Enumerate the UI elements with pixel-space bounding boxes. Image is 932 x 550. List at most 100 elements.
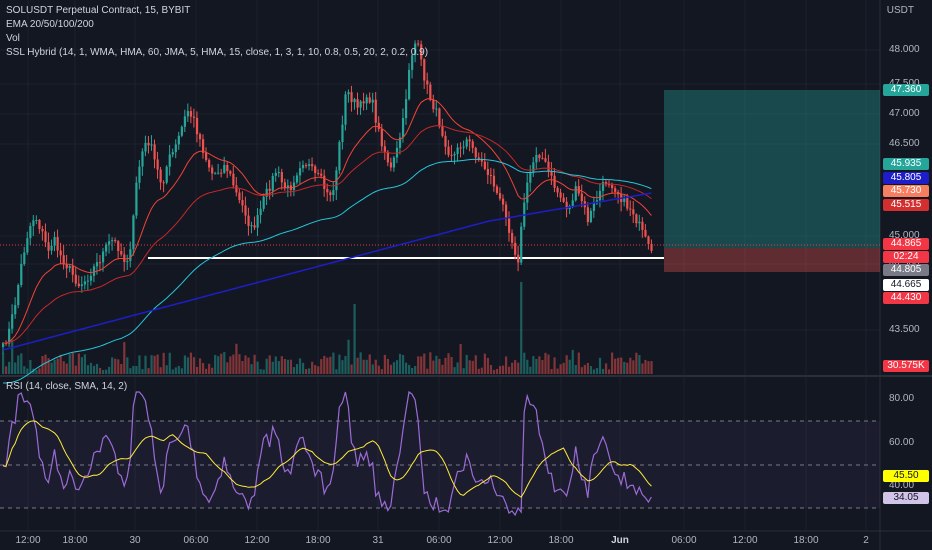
volume-bar xyxy=(535,358,538,374)
candle-body xyxy=(526,182,529,203)
volume-bar xyxy=(374,359,377,374)
rsi-legend[interactable]: RSI (14, close, SMA, 14, 2) xyxy=(6,381,128,392)
candle-body xyxy=(408,69,411,100)
volume-bar xyxy=(395,360,399,374)
candle-body xyxy=(80,284,83,287)
volume-bar xyxy=(398,353,402,374)
candle-body xyxy=(623,197,626,202)
volume-bar xyxy=(544,352,547,374)
volume-bar xyxy=(141,369,144,374)
candle-body xyxy=(53,237,56,246)
volume-bar xyxy=(286,359,290,374)
candle-body xyxy=(562,197,565,202)
volume-bar xyxy=(311,361,314,374)
volume-bar xyxy=(241,361,244,374)
candle-body xyxy=(32,220,35,227)
volume-bar xyxy=(332,352,335,374)
volume-bar xyxy=(153,355,156,374)
volume-bar xyxy=(65,363,68,374)
candle-body xyxy=(398,137,402,148)
volume-bar xyxy=(356,357,359,374)
candle-body xyxy=(141,151,144,167)
volume-bar xyxy=(83,354,87,374)
candle-body xyxy=(426,80,429,85)
volume-bar xyxy=(180,368,183,374)
candle-body xyxy=(404,99,408,119)
candle-body xyxy=(232,173,235,186)
volume-bar xyxy=(362,359,365,374)
price-axis-label: 48.000 xyxy=(889,44,920,55)
candle-body xyxy=(377,122,380,129)
candle-body xyxy=(117,241,120,252)
volume-bar xyxy=(350,364,353,374)
volume-bar xyxy=(186,357,190,374)
currency-label: USDT xyxy=(886,5,914,16)
candle-body xyxy=(356,99,359,108)
volume-bar xyxy=(135,365,138,374)
symbol-legend[interactable]: SOLUSDT Perpetual Contract, 15, BYBIT xyxy=(6,5,191,16)
volume-bar xyxy=(504,356,508,374)
candle-body xyxy=(201,139,205,153)
candle-body xyxy=(159,169,162,183)
ema-legend[interactable]: EMA 20/50/100/200 xyxy=(6,19,94,30)
candle-body xyxy=(205,152,208,161)
candle-body xyxy=(268,188,271,191)
candle-body xyxy=(353,99,356,103)
candle-body xyxy=(471,141,474,148)
candle-body xyxy=(271,175,274,191)
price-tag: 45.515 xyxy=(883,199,929,211)
candle-body xyxy=(647,236,650,244)
candle-body xyxy=(508,218,511,233)
volume-bar xyxy=(123,342,126,374)
ema-50-line xyxy=(3,125,652,344)
volume-bar xyxy=(526,359,529,374)
candle-body xyxy=(14,305,17,315)
volume-bar xyxy=(59,354,62,374)
candle-body xyxy=(2,343,5,348)
candle-body xyxy=(380,128,383,147)
vol-legend[interactable]: Vol xyxy=(6,33,20,44)
volume-bar xyxy=(595,368,599,374)
time-axis-label: 30 xyxy=(129,535,141,546)
volume-bar xyxy=(586,362,589,374)
volume-bar xyxy=(220,353,223,374)
volume-bar xyxy=(365,359,368,374)
volume-bar xyxy=(289,359,293,374)
candle-body xyxy=(326,189,329,193)
time-axis-label: 18:00 xyxy=(548,535,574,546)
candle-body xyxy=(420,44,423,60)
volume-bar xyxy=(165,365,168,374)
volume-bar xyxy=(541,360,544,374)
volume-bar xyxy=(635,352,638,374)
volume-bar xyxy=(174,367,177,374)
volume-bar xyxy=(565,355,568,374)
candle-body xyxy=(144,142,147,152)
candle-body xyxy=(462,146,465,148)
volume-bar xyxy=(314,365,317,374)
volume-bar xyxy=(292,367,296,374)
candle-body xyxy=(638,221,641,224)
price-tag: 45.805 xyxy=(883,172,929,184)
volume-bar xyxy=(414,366,417,374)
ssl-legend[interactable]: SSL Hybrid (14, 1, WMA, HMA, 60, JMA, 5,… xyxy=(6,47,429,58)
volume-bar xyxy=(592,369,596,374)
volume-bar xyxy=(401,355,405,374)
volume-bar xyxy=(538,356,541,374)
candle-body xyxy=(598,190,602,201)
candle-body xyxy=(414,43,417,56)
rsi-axis-label: 80.00 xyxy=(889,393,915,404)
candle-body xyxy=(62,255,65,265)
candle-body xyxy=(386,151,390,163)
candle-body xyxy=(477,157,480,159)
volume-bar xyxy=(386,358,390,374)
candle-body xyxy=(441,126,444,136)
volume-bar xyxy=(277,361,280,374)
price-axis-label: 47.000 xyxy=(889,108,920,119)
volume-bar xyxy=(62,361,65,374)
volume-bar xyxy=(5,366,8,374)
candle-body xyxy=(447,146,450,155)
volume-bar xyxy=(68,354,71,374)
volume-bar xyxy=(486,357,489,374)
volume-bar xyxy=(335,369,338,374)
